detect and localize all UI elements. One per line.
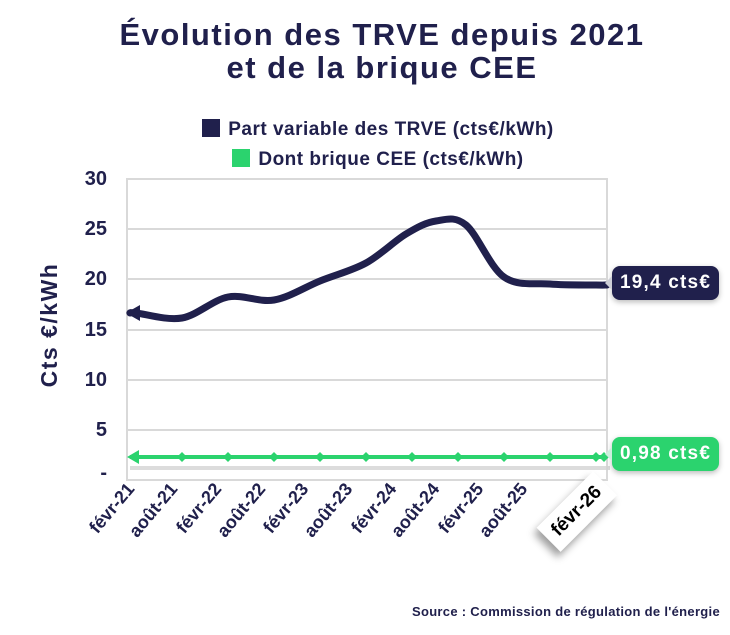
svg-text:15: 15: [85, 319, 107, 341]
svg-text:30: 30: [85, 168, 107, 190]
svg-text:Cts €/kWh: Cts €/kWh: [36, 263, 62, 388]
svg-text:-: -: [100, 462, 107, 484]
svg-text:10: 10: [85, 369, 107, 391]
svg-text:5: 5: [96, 419, 107, 441]
svg-text:25: 25: [85, 218, 107, 240]
svg-text:20: 20: [85, 268, 107, 290]
